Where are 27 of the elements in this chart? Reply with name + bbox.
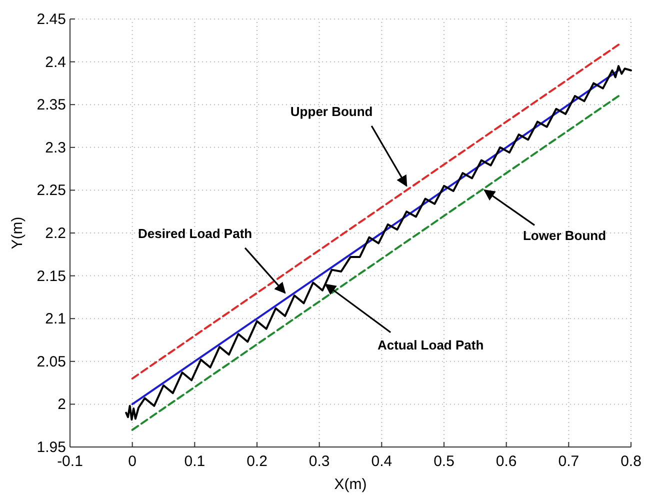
y-tick-label: 2.2 [45, 225, 66, 242]
annotation: Upper Bound [290, 104, 373, 119]
x-tick-label: 0.8 [620, 453, 642, 470]
y-tick-label: 2.4 [45, 54, 66, 71]
x-tick-label: 0.3 [308, 453, 330, 470]
y-tick-label: 2.3 [45, 139, 66, 156]
x-tick-label: 0 [128, 453, 137, 470]
y-tick-label: 2.25 [36, 182, 66, 200]
annotation: Desired Load Path [138, 226, 252, 241]
y-tick-label: 2.05 [36, 353, 66, 370]
y-axis-title: Y(m) [9, 216, 26, 250]
x-tick-label: 0.2 [246, 453, 268, 470]
annotation: Actual Load Path [377, 337, 484, 352]
y-tick-label: 2 [58, 396, 66, 414]
x-tick-label: 0.7 [558, 453, 580, 470]
x-axis-title: X(m) [334, 476, 367, 493]
x-tick-label: -0.1 [57, 453, 83, 470]
y-tick-label: 2.45 [36, 11, 66, 28]
x-tick-label: 0.4 [371, 453, 392, 470]
y-tick-label: 2.1 [45, 310, 66, 328]
x-tick-label: 0.6 [496, 453, 517, 470]
y-tick-label: 2.15 [36, 268, 66, 285]
annotation: Lower Bound [522, 228, 606, 244]
x-tick-label: 0.1 [184, 453, 206, 470]
y-tick-label: 1.95 [36, 439, 66, 456]
x-tick-label: 0.5 [434, 453, 454, 470]
y-tick-label: 2.35 [36, 96, 66, 114]
